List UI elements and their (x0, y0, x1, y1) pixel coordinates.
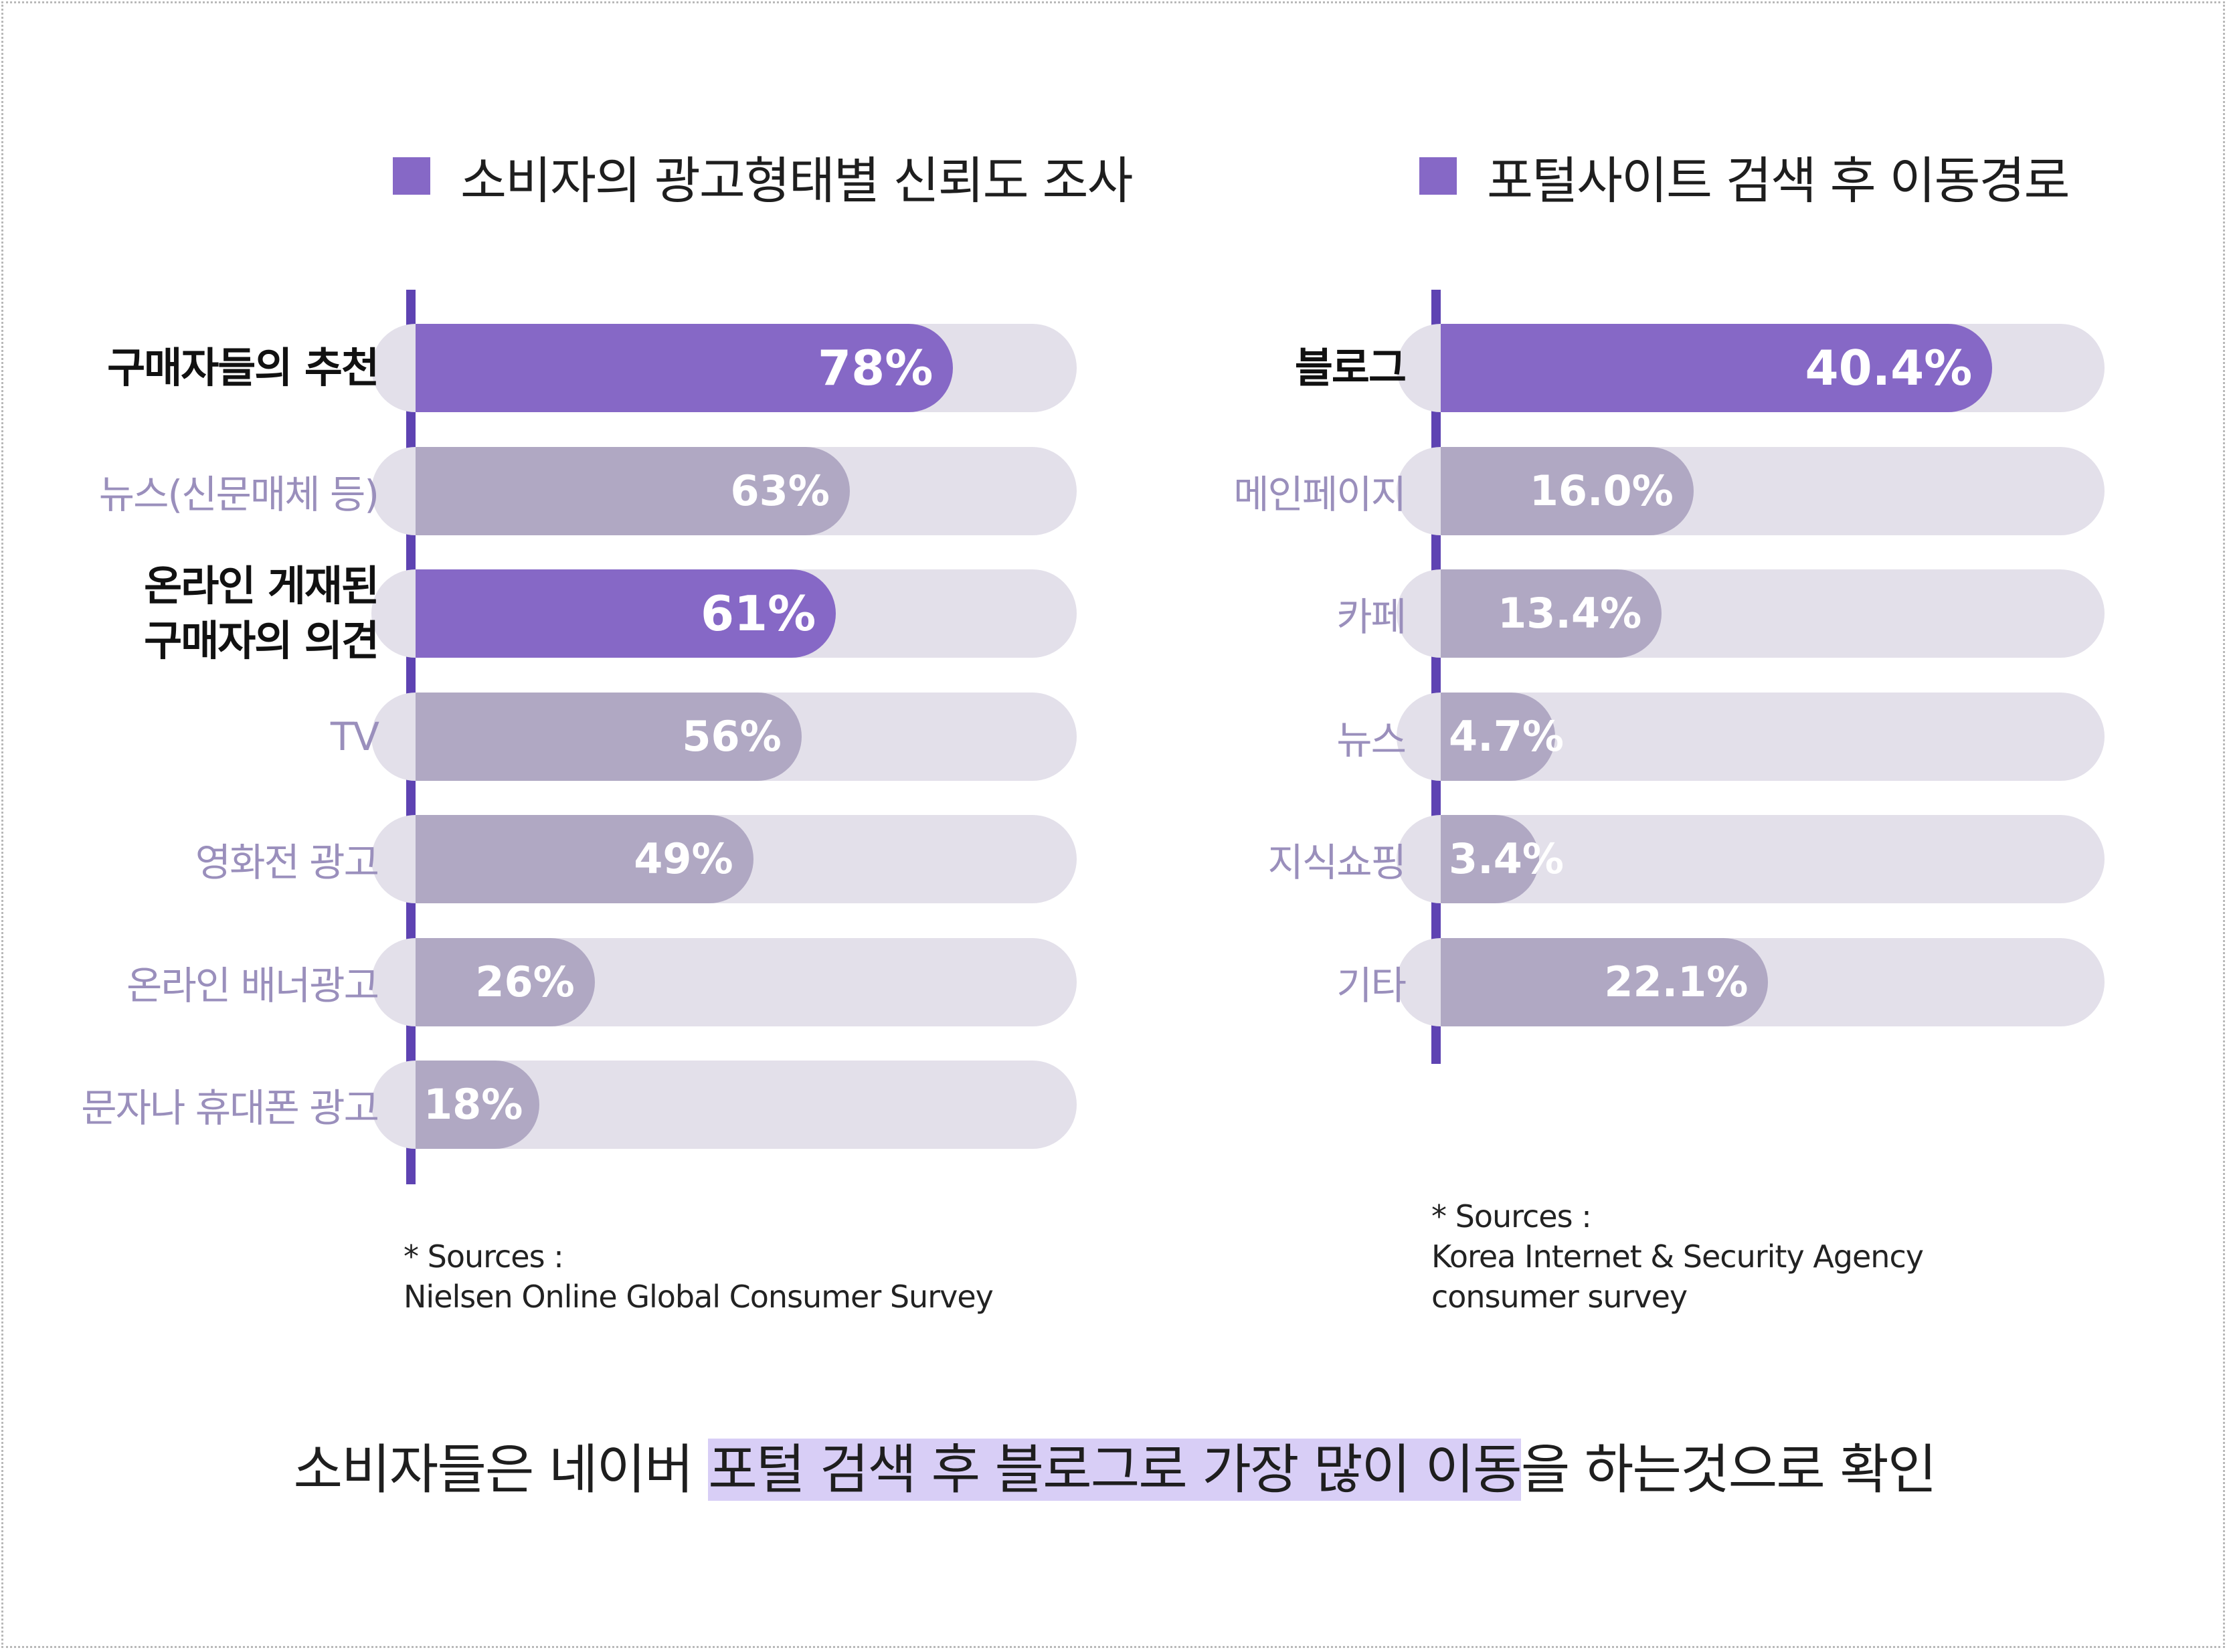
chart-2-category-label: 지식쇼핑 (1267, 815, 1407, 903)
chart-1-bar (416, 692, 802, 781)
chart-1-bar (416, 569, 836, 658)
chart-2-category-label: 메인페이지 (1233, 447, 1407, 535)
chart-2-category-label: 블로그 (1294, 324, 1407, 412)
chart-1-bar (416, 937, 595, 1026)
category-label-line: 기타 (1336, 962, 1407, 1008)
conclusion-highlight: 포털 검색 후 블로그로 가장 많이 이동 (708, 1439, 1522, 1501)
chart-2-value-label: 22.1% (1604, 957, 1749, 1006)
conclusion-after: 을 하는것으로 확인 (1520, 1439, 1937, 1501)
chart-1-category-label: 구매자들의 추천 (107, 324, 379, 412)
chart-1-source-line-1: * Sources : (404, 1238, 564, 1275)
chart-1-category-label: 뉴스(신문매체 등) (98, 447, 379, 535)
chart-2-title-text: 포털사이트 검색 후 이동경로 (1487, 151, 2070, 210)
chart-1-value-label: 56% (682, 711, 782, 761)
category-label-line: TV (330, 713, 379, 759)
chart-1-value-label: 78% (818, 340, 933, 396)
chart-2-value-label: 40.4% (1805, 340, 1973, 396)
chart-1-bar (416, 324, 954, 412)
category-label-line: 문자나 휴대폰 광고 (81, 1085, 379, 1131)
chart-2-source: * Sources : Korea Internet & Security Ag… (1431, 1196, 1924, 1317)
category-label-line: 블로그 (1294, 343, 1407, 392)
chart-2-bar (1441, 937, 1769, 1026)
chart-2-value-label: 3.4% (1449, 834, 1564, 883)
chart-2-value-label: 13.4% (1498, 589, 1642, 638)
chart-2-bar (1441, 815, 1540, 903)
chart-2-bar (1441, 692, 1555, 781)
chart-2-bar (1441, 446, 1694, 535)
category-label-line: 지식쇼핑 (1267, 840, 1407, 885)
chart-2-bar (1441, 324, 1993, 412)
chart-1-title-text: 소비자의 광고형태별 신뢰도 조사 (460, 151, 1134, 210)
chart-1-title: 소비자의 광고형태별 신뢰도 조사 (393, 139, 1134, 213)
conclusion-text: 소비자들은 네이버 포털 검색 후 블로그로 가장 많이 이동을 하는것으로 확… (0, 1427, 2229, 1504)
chart-1-value-label: 18% (424, 1080, 523, 1129)
chart-1-value-label: 63% (730, 466, 830, 515)
chart-1-category-label: 온라인 배너광고 (126, 938, 379, 1026)
category-label-line: 온라인 게재된 (144, 561, 379, 610)
chart-2-category-label: 카페 (1336, 569, 1407, 658)
chart-2-source-line-1: * Sources : (1431, 1198, 1592, 1234)
category-label-line: 영화전 광고 (195, 840, 379, 885)
chart-2-title: 포털사이트 검색 후 이동경로 (1419, 139, 2070, 213)
category-label-line: 구매자들의 추천 (107, 343, 379, 392)
category-label-line: 뉴스(신문매체 등) (98, 471, 379, 517)
category-label-line: 구매자의 의견 (144, 616, 379, 665)
chart-2-source-line-3: consumer survey (1431, 1279, 1688, 1315)
chart-1-value-label: 61% (700, 585, 816, 642)
chart-2-value-label: 4.7% (1449, 711, 1564, 761)
conclusion-before: 소비자들은 네이버 (293, 1439, 709, 1501)
chart-1-title-marker (393, 157, 430, 195)
chart-1-category-label: 문자나 휴대폰 광고 (81, 1061, 379, 1149)
chart-1-source-line-2: Nielsen Online Global Consumer Survey (404, 1279, 994, 1315)
chart-1-value-label: 49% (634, 834, 733, 883)
category-label-line: 뉴스 (1336, 717, 1407, 763)
chart-1-source: * Sources : Nielsen Online Global Consum… (404, 1236, 994, 1317)
chart-1-category-label: TV (330, 693, 379, 781)
chart-2-title-marker (1419, 157, 1457, 195)
category-label-line: 메인페이지 (1233, 471, 1407, 517)
chart-1-category-label: 영화전 광고 (195, 815, 379, 903)
chart-2-value-label: 16.0% (1529, 466, 1674, 515)
chart-1-bar (416, 446, 850, 535)
chart-2-category-label: 기타 (1336, 938, 1407, 1026)
category-label-line: 카페 (1336, 594, 1407, 640)
chart-2-category-label: 뉴스 (1336, 693, 1407, 781)
chart-1-bar (416, 1061, 540, 1149)
chart-1-value-label: 26% (475, 957, 575, 1006)
category-label-line: 온라인 배너광고 (126, 962, 379, 1008)
chart-1-bar (416, 815, 753, 903)
chart-2-bar (1441, 569, 1662, 658)
chart-2-source-line-2: Korea Internet & Security Agency (1431, 1238, 1924, 1275)
